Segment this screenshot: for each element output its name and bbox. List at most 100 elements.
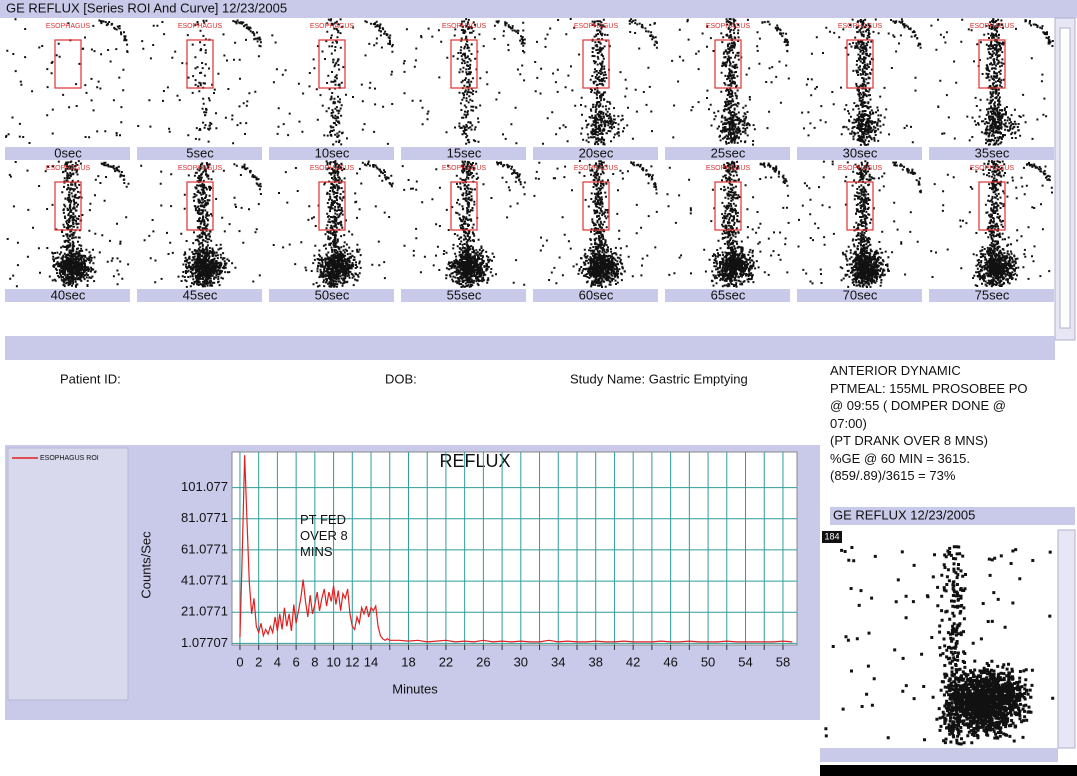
roi-label: ESOPHAGUS [310,165,355,172]
preview-footer [820,765,1077,776]
roi-box [714,39,742,89]
x-tick-label: 42 [626,654,640,669]
frame-label-bar [137,289,262,302]
x-tick-label: 8 [311,654,318,669]
roi-box [186,39,214,89]
x-tick-label: 2 [255,654,262,669]
x-axis-label: Minutes [392,681,438,696]
roi-box [582,181,610,231]
preview-scrollbar[interactable] [1057,529,1076,749]
frame-label: 30sec [843,145,878,160]
x-tick-label: 54 [738,654,752,669]
frame-label: 55sec [447,287,482,302]
frame-label: 45sec [183,287,218,302]
preview-title: GE REFLUX 12/23/2005 [833,507,975,522]
frame-label: 0sec [54,145,82,160]
scintigraphy-dots [271,18,394,146]
frame-label: 70sec [843,287,878,302]
scintigraphy-dots [533,160,658,288]
roi-label: ESOPHAGUS [310,23,355,30]
roi-label: ESOPHAGUS [970,23,1015,30]
frame-label-bar [665,289,790,302]
y-tick-label: 21.0771 [181,604,228,619]
scintigraphy-dots [140,162,262,288]
badge-box [822,531,842,543]
y-tick-label: 101.077 [181,479,228,494]
legend-panel [7,447,129,701]
frame-label-bar [5,147,130,160]
scintigraphy-dots [671,18,790,146]
x-tick-label: 22 [439,654,453,669]
scintigraphy-dots [137,19,262,145]
x-tick-label: 50 [701,654,715,669]
note-line: PTMEAL: 155ML PROSOBEE PO [830,380,1028,396]
preview-slider[interactable] [820,748,1058,762]
roi-label: ESOPHAGUS [442,23,487,30]
note-line: (PT DRANK OVER 8 MNS) [830,433,988,448]
frame-label: 25sec [711,145,746,160]
preview-title-bar [830,507,1075,525]
x-tick-label: 6 [293,654,300,669]
x-tick-label: 34 [551,654,565,669]
frame-label-bar [533,147,658,160]
frame-label-bar [5,289,130,302]
frame-image [665,18,790,146]
scintigraphy-dots [401,160,526,288]
frame-label-bar [797,289,922,302]
roi-box [714,181,742,231]
frame-label-bar [665,147,790,160]
scroll-thumb[interactable] [1059,27,1071,329]
preview-dots [824,545,1055,746]
window-title: GE REFLUX [Series ROI And Curve] 12/23/2… [6,0,287,15]
roi-label: ESOPHAGUS [838,165,883,172]
frame-label-bar [533,289,658,302]
y-axis-label: Counts/Sec [138,531,153,599]
frame-label-bar [401,289,526,302]
roi-box [978,39,1006,89]
study-notes: ANTERIOR DYNAMIC PTMEAL: 155ML PROSOBEE P… [830,362,1075,485]
x-tick-label: 14 [364,654,378,669]
note-line: %GE @ 60 MIN = 3615. [830,450,971,466]
frame-label: 10sec [315,145,350,160]
x-tick-label: 12 [345,654,359,669]
roi-box [318,39,346,89]
note-line: (859/.89)/3615 = 73% [830,468,956,483]
x-tick-label: 30 [514,654,528,669]
frame-label-bar [137,147,262,160]
frame-image [5,18,130,146]
frame-label: 15sec [447,145,482,160]
roi-label: ESOPHAGUS [46,23,91,30]
roi-box [582,39,610,89]
badge: 184 [824,531,839,541]
y-tick-label: 81.0771 [181,510,228,525]
frame-label: 75sec [975,287,1010,302]
roi-label: ESOPHAGUS [574,165,619,172]
x-tick-label: 58 [776,654,790,669]
roi-label: ESOPHAGUS [970,165,1015,172]
scintigraphy-dots [666,160,790,288]
frame-label: 40sec [51,287,86,302]
frame-label: 60sec [579,287,614,302]
patient-id: Patient ID: [60,371,121,386]
scintigraphy-dots [801,18,922,147]
roi-label: ESOPHAGUS [838,23,883,30]
scintigraphy-dots [6,160,130,288]
scintigraphy-dots [930,160,1053,288]
x-tick-label: 26 [476,654,490,669]
plot-area [231,451,798,646]
frame-label-bar [401,147,526,160]
scintigraphy-dots [272,160,394,288]
roi-box [978,181,1006,231]
y-tick-label: 41.0771 [181,573,228,588]
frame-label: 20sec [579,145,614,160]
y-tick-label: 1.07707 [181,635,228,650]
preview-image [820,525,1058,747]
frame-label-bar [269,289,394,302]
roi-label: ESOPHAGUS [574,23,619,30]
chart-annotation: PT FED OVER 8 MINS [300,512,348,559]
x-tick-label: 38 [588,654,602,669]
note-line: 07:00) [830,415,867,431]
chart-title: REFLUX [439,451,510,471]
